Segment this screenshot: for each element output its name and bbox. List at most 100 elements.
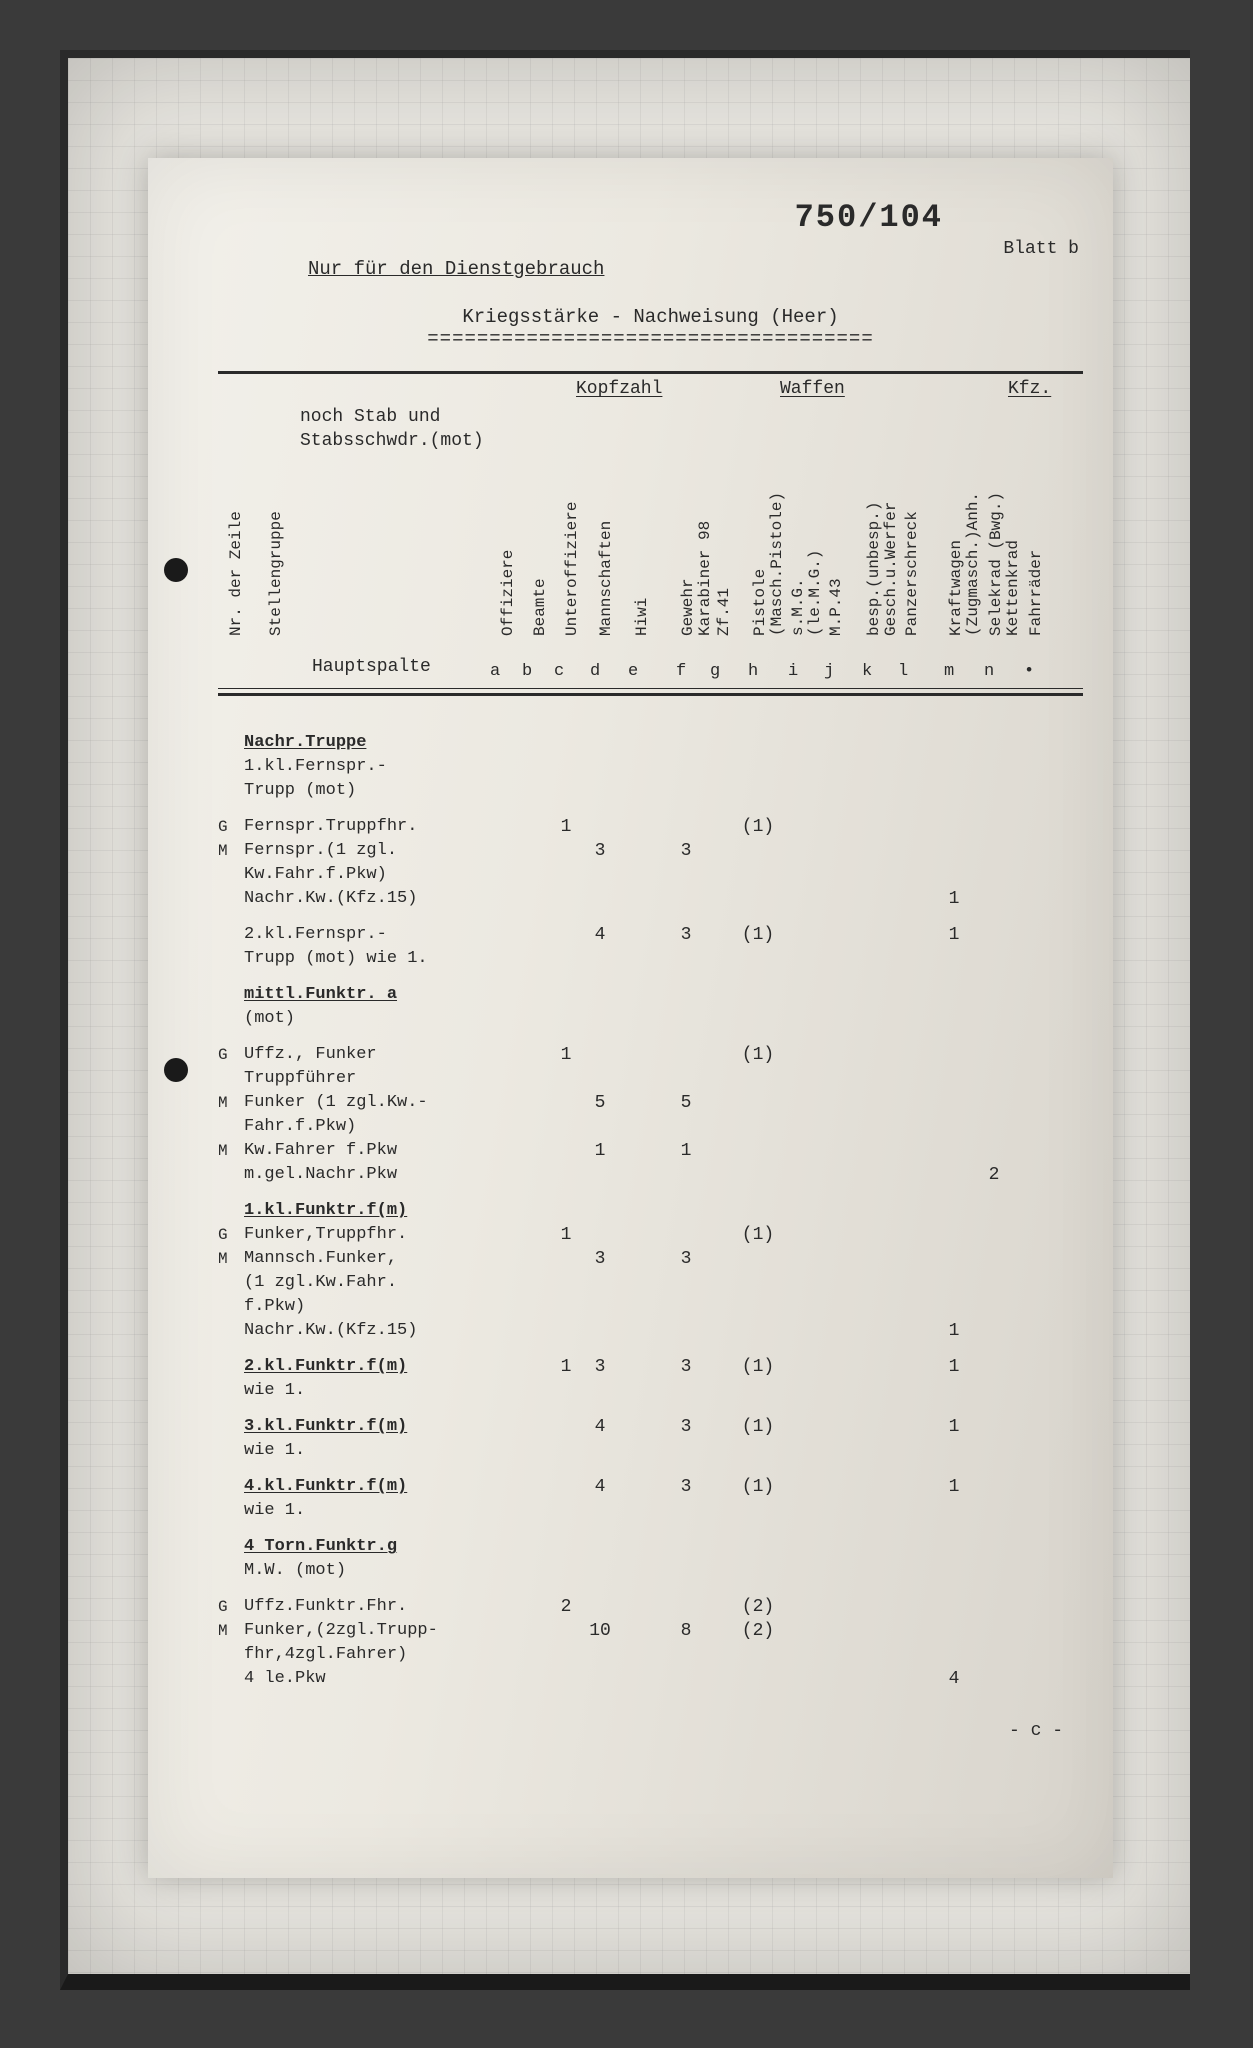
column-header-vertical: Beamte — [530, 579, 536, 637]
row-stub: fhr,4zgl.Fahrer) — [244, 1644, 474, 1665]
cell: 1 — [934, 1476, 974, 1499]
punch-hole — [164, 558, 188, 582]
column-letter: n — [984, 661, 994, 682]
margin-code: M — [218, 1248, 244, 1269]
table-row: GFernspr.Truppfhr.1(1) — [218, 816, 1083, 838]
column-letter: b — [522, 661, 532, 682]
row-stub: 2.kl.Funktr.f(m) — [244, 1356, 474, 1377]
margin-code: M — [218, 840, 244, 861]
cell: 3 — [666, 1416, 706, 1439]
cell: 1 — [546, 1044, 586, 1067]
table-row: Fahr.f.Pkw) — [218, 1116, 1083, 1138]
column-header-vertical: Zf.41 — [714, 588, 720, 636]
spacer — [218, 970, 1083, 982]
margin-code — [218, 1644, 244, 1645]
stab-note: noch Stab und Stabsschwdr.(mot) — [300, 406, 484, 453]
column-letter: • — [1024, 661, 1034, 682]
row-stub: 1.kl.Fernspr.- — [244, 756, 474, 777]
column-header-vertical: Pistole(Masch.Pistole) — [752, 492, 758, 636]
row-cells: 1(1) — [474, 816, 1083, 838]
cell: 3 — [580, 840, 620, 863]
row-stub: (1 zgl.Kw.Fahr. — [244, 1272, 474, 1293]
rule-top — [218, 371, 1083, 374]
row-stub: wie 1. — [244, 1380, 474, 1401]
header-grid: noch Stab und Stabsschwdr.(mot) Hauptspa… — [218, 378, 1083, 658]
cell: (1) — [738, 1416, 778, 1439]
column-header-vertical: Hiwi — [632, 598, 638, 636]
row-stub: Uffz.Funktr.Fhr. — [244, 1596, 474, 1617]
column-header-vertical: s.M.G.(le.M.G.) — [790, 550, 796, 636]
row-stub: Uffz., Funker — [244, 1044, 474, 1065]
row-stub: 1.kl.Funktr.f(m) — [244, 1200, 474, 1221]
row-cells — [474, 864, 1083, 886]
spacer — [218, 802, 1083, 814]
cell: 1 — [934, 888, 974, 911]
table-row: Trupp (mot) wie 1. — [218, 948, 1083, 970]
table-row: 4 Torn.Funktr.g — [218, 1536, 1083, 1558]
table-row: (mot) — [218, 1008, 1083, 1030]
column-header-vertical: Unteroffiziere — [562, 502, 568, 636]
margin-code — [218, 1560, 244, 1561]
section-group-label: Waffen — [780, 378, 845, 401]
row-stub: Funker,Truppfhr. — [244, 1224, 474, 1245]
spacer — [218, 1522, 1083, 1534]
stab-note-1: noch Stab und — [300, 407, 440, 427]
margin-code: G — [218, 1596, 244, 1617]
row-cells: 43(1)1 — [474, 924, 1083, 946]
spacer — [218, 910, 1083, 922]
table-row: MFernspr.(1 zgl. 3 3 — [218, 840, 1083, 862]
margin-code — [218, 984, 244, 985]
margin-code — [218, 756, 244, 757]
row-cells — [474, 780, 1083, 802]
cell: 3 — [580, 1248, 620, 1271]
margin-code: M — [218, 1140, 244, 1161]
table-row: GFunker,Truppfhr.1(1) — [218, 1224, 1083, 1246]
table-row: Trupp (mot) — [218, 780, 1083, 802]
cell: 8 — [666, 1620, 706, 1643]
row-cells — [474, 1116, 1083, 1138]
row-cells: 1(1) — [474, 1224, 1083, 1246]
row-stub: m.gel.Nachr.Pkw — [244, 1164, 474, 1185]
cell: 5 — [580, 1092, 620, 1115]
margin-code — [218, 732, 244, 733]
margin-code — [218, 1008, 244, 1009]
row-cells: 11 — [474, 1140, 1083, 1162]
column-header-vertical: Mannschaften — [596, 521, 602, 636]
row-cells — [474, 1560, 1083, 1582]
margin-code — [218, 1320, 244, 1321]
row-cells: 1(1) — [474, 1044, 1083, 1066]
cell: 1 — [580, 1140, 620, 1163]
row-cells — [474, 1068, 1083, 1090]
cell: 4 — [934, 1668, 974, 1691]
cell: 4 — [580, 1416, 620, 1439]
margin-code — [218, 864, 244, 865]
cell: 4 — [580, 1476, 620, 1499]
spacer — [218, 1342, 1083, 1354]
hauptspalte-label: Hauptspalte — [312, 656, 431, 679]
hauptspalte-row: Hauptspalte abcdefghijklmn• — [218, 656, 1083, 682]
table-row: 3.kl.Funktr.f(m)43(1)1 — [218, 1416, 1083, 1438]
row-header-vertical: Nr. der Zeile — [226, 511, 232, 636]
column-letter: j — [824, 661, 834, 682]
row-stub: 4 Torn.Funktr.g — [244, 1536, 474, 1557]
spacer — [218, 1186, 1083, 1198]
rule-mid1 — [218, 688, 1083, 689]
margin-code — [218, 1380, 244, 1381]
row-cells: 43(1)1 — [474, 1416, 1083, 1438]
table-row: wie 1. — [218, 1440, 1083, 1462]
row-cells: 2(2) — [474, 1596, 1083, 1618]
cell: 3 — [666, 1248, 706, 1271]
row-stub: Fernspr.(1 zgl. — [244, 840, 474, 861]
cell: 3 — [666, 1476, 706, 1499]
table-row: m.gel.Nachr.Pkw2 — [218, 1164, 1083, 1186]
row-stub: 2.kl.Fernspr.- — [244, 924, 474, 945]
cell: 1 — [546, 816, 586, 839]
cell: 3 — [666, 840, 706, 863]
column-letter: f — [676, 661, 686, 682]
cell: (1) — [738, 1476, 778, 1499]
row-cells: 4 3 (1) 1 — [474, 1476, 1083, 1498]
row-cells — [474, 1536, 1083, 1558]
margin-code: M — [218, 1620, 244, 1641]
cell: 3 — [580, 1356, 620, 1379]
row-cells: 55 — [474, 1092, 1083, 1114]
